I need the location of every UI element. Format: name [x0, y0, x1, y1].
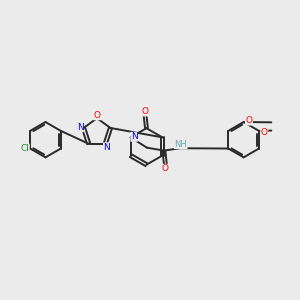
- Text: O: O: [162, 164, 169, 173]
- Text: O: O: [261, 128, 268, 137]
- Text: N: N: [77, 123, 83, 132]
- Text: O: O: [245, 116, 252, 125]
- Text: Cl: Cl: [20, 144, 29, 153]
- Text: N: N: [103, 143, 110, 152]
- Text: O: O: [94, 111, 100, 120]
- Text: O: O: [142, 107, 148, 116]
- Text: NH: NH: [174, 140, 187, 148]
- Text: N: N: [131, 132, 138, 141]
